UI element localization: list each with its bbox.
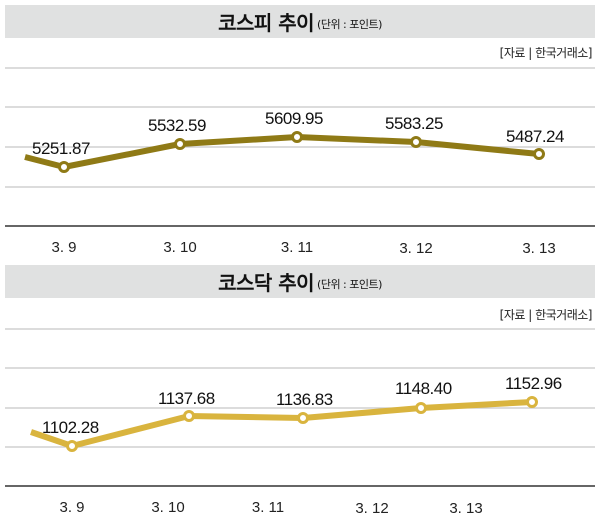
kosdaq-value-label: 1152.96 [505, 374, 562, 393]
kospi-point [410, 136, 422, 148]
kospi-value-label: 5532.59 [148, 116, 206, 135]
kospi-point [533, 148, 545, 160]
kospi-x-tick: 3. 9 [51, 239, 76, 256]
kosdaq-value-label: 1137.68 [158, 389, 215, 408]
kosdaq-value-label: 1136.83 [276, 390, 333, 409]
kospi-value-label: 5609.95 [265, 109, 323, 128]
kospi-x-tick: 3. 10 [163, 239, 196, 256]
kosdaq-unit: (단위 : 포인트) [317, 278, 382, 291]
kospi-value-label: 5251.87 [32, 139, 90, 158]
kosdaq-point [526, 396, 538, 408]
kosdaq-gridlines [5, 328, 595, 448]
kosdaq-title: 코스닥 추이 [218, 271, 315, 295]
kospi-point [174, 138, 186, 150]
kospi-point [58, 161, 70, 173]
kospi-line [24, 134, 540, 170]
kospi-title: 코스피 추이 [218, 11, 315, 35]
kosdaq-value-label: 1148.40 [395, 379, 452, 398]
kosdaq-x-tick: 3. 9 [59, 499, 84, 516]
kosdaq-line [30, 399, 533, 449]
kosdaq-value-label: 1102.28 [42, 418, 99, 437]
kospi-unit: (단위 : 포인트) [317, 18, 382, 31]
kospi-x-tick: 3. 11 [281, 239, 313, 256]
kospi-x-tick: 3. 12 [399, 240, 432, 257]
kosdaq-x-tick: 3. 13 [449, 500, 482, 517]
kospi-point [291, 131, 303, 143]
kosdaq-x-tick: 3. 10 [151, 499, 184, 516]
kospi-x-tick: 3. 13 [522, 240, 555, 257]
kosdaq-point [297, 412, 309, 424]
kospi-markers [58, 131, 545, 173]
kosdaq-point [66, 440, 78, 452]
kospi-source: [자료 | 한국거래소] [499, 46, 593, 60]
kosdaq-point [415, 402, 427, 414]
kosdaq-source: [자료 | 한국거래소] [499, 308, 593, 322]
kospi-title-banner: 코스피 추이 (단위 : 포인트) [5, 5, 595, 38]
kospi-chart: 5251.87 5532.59 5609.95 5583.25 5487.24 … [5, 67, 595, 257]
kospi-value-label: 5583.25 [385, 114, 443, 133]
kosdaq-title-banner: 코스닥 추이 (단위 : 포인트) [5, 265, 595, 298]
kosdaq-x-tick: 3. 12 [355, 500, 388, 517]
kospi-value-label: 5487.24 [506, 127, 564, 146]
kosdaq-x-tick: 3. 11 [252, 499, 284, 516]
kosdaq-point [183, 410, 195, 422]
kosdaq-markers [66, 396, 538, 452]
